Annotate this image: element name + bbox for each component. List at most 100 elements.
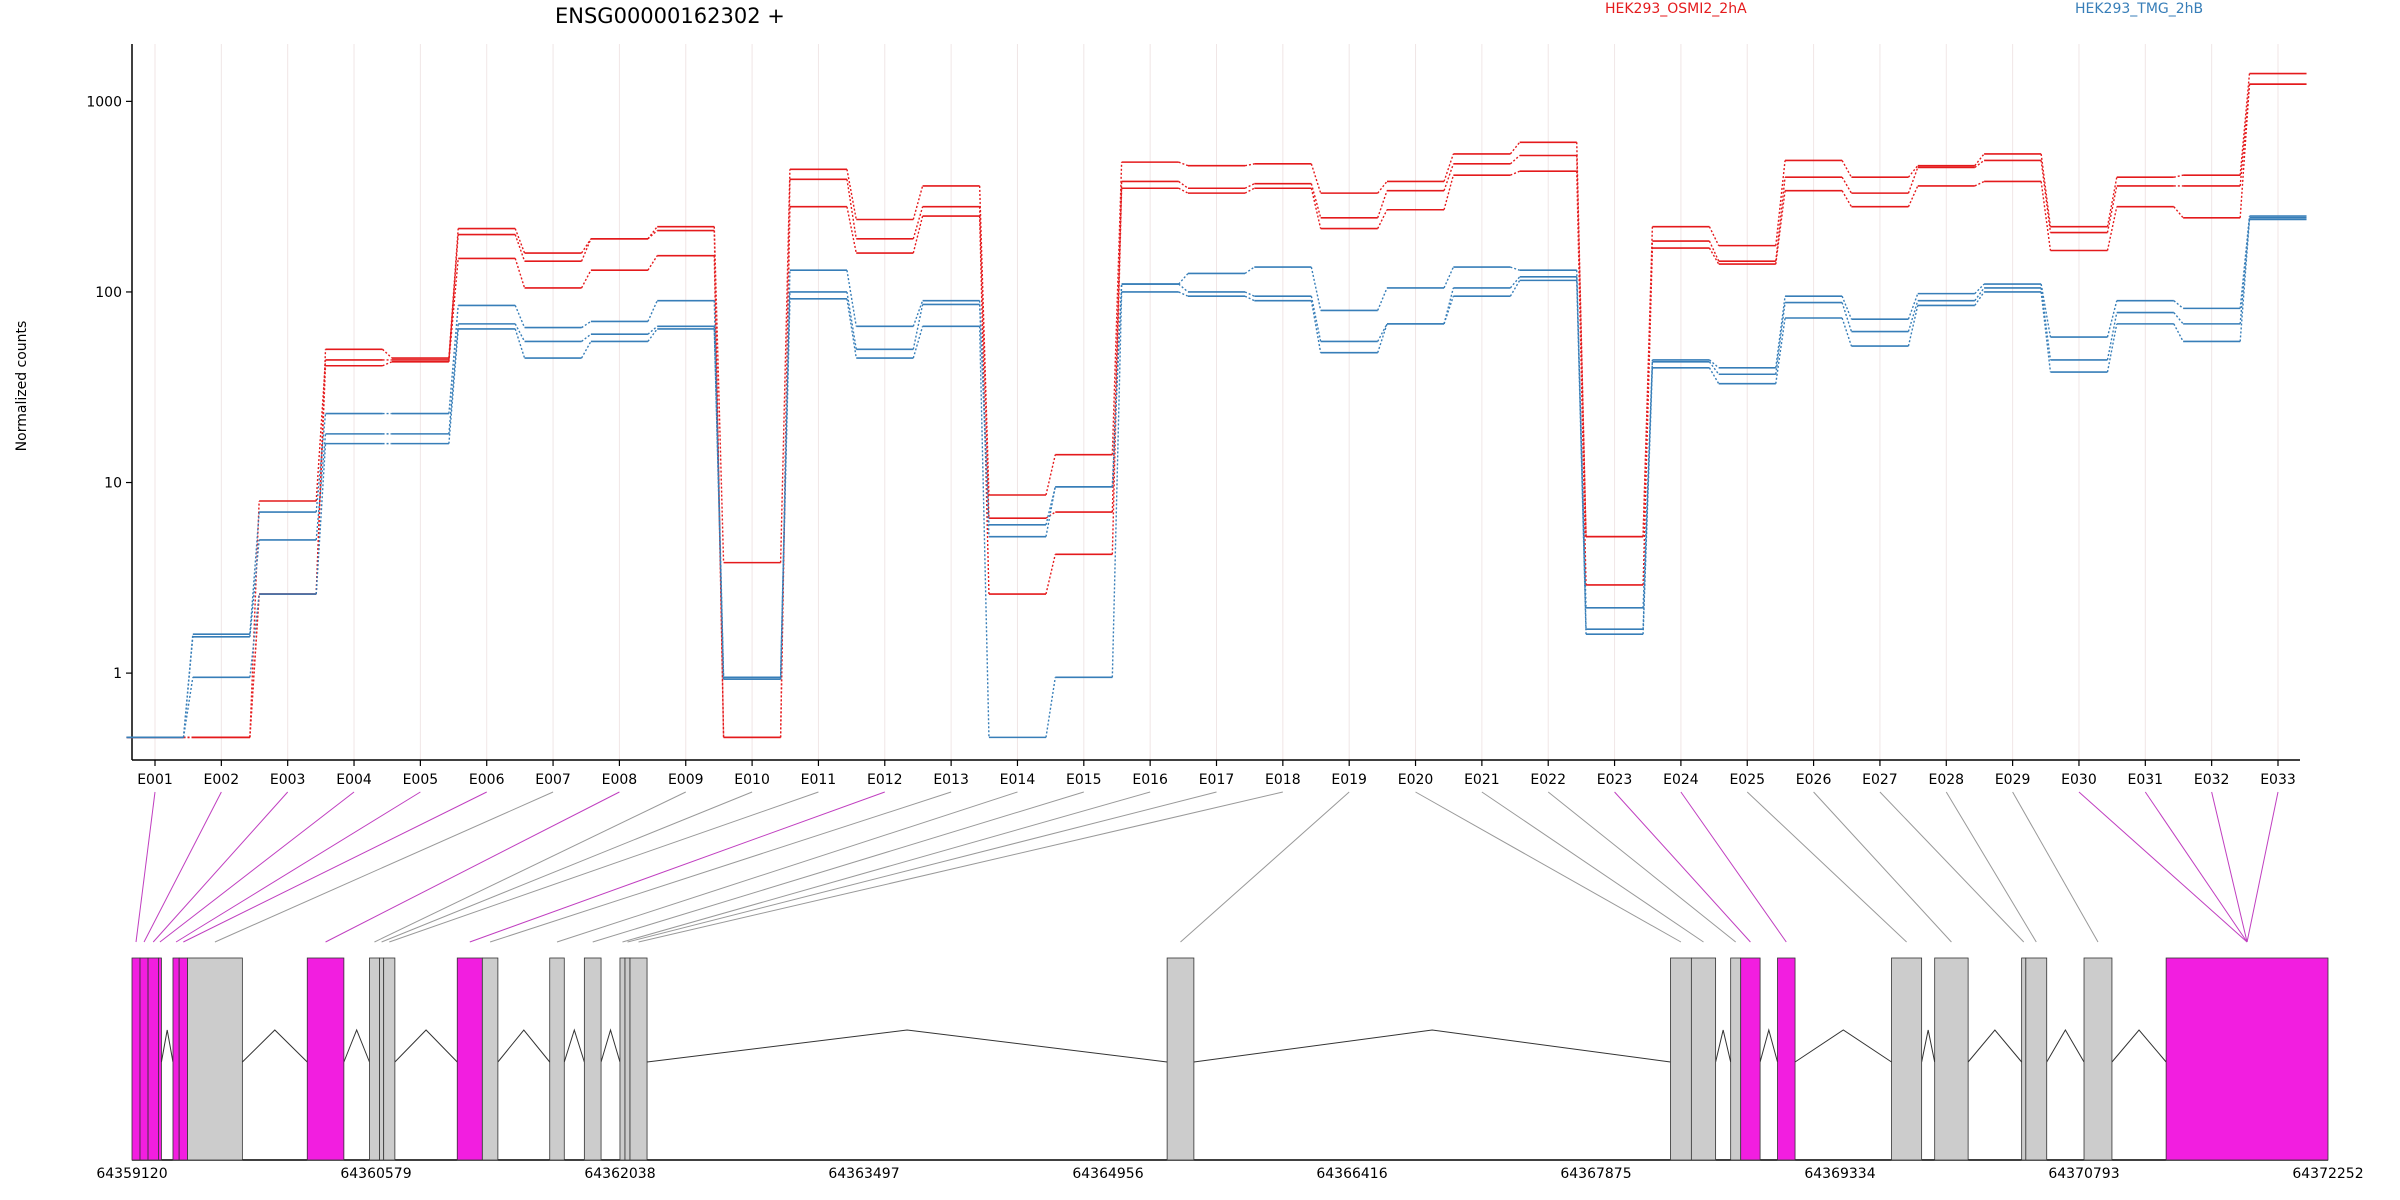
- x-tick-label: E011: [801, 772, 837, 788]
- exon-E017: [624, 957, 631, 1161]
- coordinate-label: 64366416: [1316, 1166, 1387, 1182]
- coordinate-label: 64362038: [584, 1166, 655, 1182]
- exon-connector: [175, 791, 421, 943]
- transition-segment: [514, 323, 526, 342]
- coordinate-label: 64372252: [2292, 1166, 2363, 1182]
- intron-line: [2111, 1029, 2167, 1063]
- transition-segment: [2239, 73, 2251, 176]
- transition-segment: [1310, 183, 1322, 218]
- x-tick-label: E017: [1199, 772, 1235, 788]
- exon-connectors: [135, 791, 2279, 943]
- legend-tmg: HEK293_TMG_2hB: [2075, 1, 2203, 17]
- transition-segment: [1974, 283, 1985, 295]
- transition-segment: [1775, 302, 1786, 375]
- intron-line: [563, 1028, 585, 1063]
- exon-E023: [1740, 957, 1761, 1161]
- x-tick-label: E003: [270, 772, 306, 788]
- transition-segment: [1377, 190, 1388, 219]
- x-tick-label: E016: [1132, 772, 1168, 788]
- transition-segment: [1576, 276, 1587, 608]
- transition-segment: [1907, 167, 1919, 194]
- x-tick-label: E032: [2194, 772, 2230, 788]
- transition-segment: [448, 328, 459, 444]
- transition-segment: [581, 320, 592, 329]
- transition-segment: [580, 238, 592, 262]
- exon-connector: [214, 791, 554, 943]
- exon-connector: [183, 791, 487, 943]
- transition-segment: [1377, 287, 1388, 311]
- x-tick-label: E005: [403, 772, 439, 788]
- coordinate-label: 64363497: [828, 1166, 899, 1182]
- transition-segment: [315, 413, 327, 513]
- exon-connector: [2246, 791, 2279, 943]
- exon-E030: [2165, 957, 2329, 1161]
- transition-segment: [1443, 163, 1455, 191]
- transition-segment: [1178, 187, 1189, 194]
- x-tick-label: E009: [668, 772, 704, 788]
- transition-segment: [1576, 155, 1587, 537]
- coordinate-label: 64359120: [96, 1166, 167, 1182]
- x-tick-label: E030: [2061, 772, 2097, 788]
- x-tick-label: E007: [535, 772, 571, 788]
- transition-segment: [1974, 153, 1985, 167]
- transition-segment: [448, 228, 459, 359]
- gene-model: 64359120 64360579 64362038 64363497 64364956…: [96, 957, 2364, 1182]
- x-tick-label: E033: [2260, 772, 2296, 788]
- transition-segment: [1775, 177, 1786, 262]
- exon-connector: [325, 791, 620, 943]
- y-tick-label: 10: [104, 476, 122, 492]
- intron-line: [1794, 1029, 1892, 1063]
- x-tick-label: E027: [1862, 772, 1898, 788]
- x-tick-label: E006: [469, 772, 505, 788]
- transition-segment: [1576, 280, 1587, 635]
- exon-connector: [2078, 791, 2248, 943]
- transition-segment: [1509, 154, 1521, 165]
- transition-segment: [1974, 180, 1985, 187]
- transition-segment: [1974, 159, 1985, 169]
- exon-connector: [556, 791, 1018, 943]
- transition-segment: [249, 511, 260, 635]
- intron-line: [1967, 1029, 2023, 1063]
- exon-connector: [2012, 791, 2099, 943]
- intron-line: [600, 1028, 621, 1063]
- x-tick-label: E019: [1331, 772, 1367, 788]
- transition-segment: [1907, 165, 1919, 178]
- x-tick-label: E031: [2128, 772, 2164, 788]
- transition-segment: [249, 539, 260, 637]
- transition-segment: [647, 226, 658, 240]
- transition-segment: [1310, 266, 1322, 311]
- exon-E022: [1730, 957, 1742, 1161]
- exon-connector: [1879, 791, 2025, 943]
- intron-line: [646, 1029, 1168, 1063]
- transition-segment: [1244, 295, 1255, 302]
- transition-segment: [1244, 291, 1255, 297]
- transition-segment: [1111, 291, 1123, 678]
- transition-segment: [1708, 359, 1720, 369]
- transition-segment: [1045, 554, 1056, 595]
- transition-segment: [1708, 247, 1720, 265]
- vertical-grid: [154, 44, 2279, 760]
- exon-connector: [1945, 791, 2037, 943]
- transition-segment: [1510, 170, 1520, 176]
- exon-connector: [469, 791, 885, 943]
- x-tick-label: E020: [1398, 772, 1434, 788]
- transition-segment: [1841, 160, 1853, 178]
- transition-segment: [580, 341, 592, 359]
- transition-segment: [1509, 280, 1521, 297]
- exon-connector: [374, 791, 686, 943]
- transition-segment: [249, 593, 260, 678]
- series-lines: [126, 72, 2307, 739]
- transition-segment: [2173, 312, 2184, 325]
- transition-segment: [1775, 317, 1786, 384]
- transition-segment: [1841, 176, 1853, 194]
- exon-connector: [1481, 791, 1704, 943]
- transition-segment: [1045, 486, 1056, 537]
- transition-segment: [1045, 677, 1056, 738]
- transition-segment: [647, 255, 658, 271]
- transition-segment: [382, 361, 393, 367]
- transition-segment: [1443, 174, 1455, 210]
- x-tick-label: E025: [1729, 772, 1765, 788]
- intron-line: [1759, 1028, 1778, 1063]
- exon-connector: [1680, 791, 1787, 943]
